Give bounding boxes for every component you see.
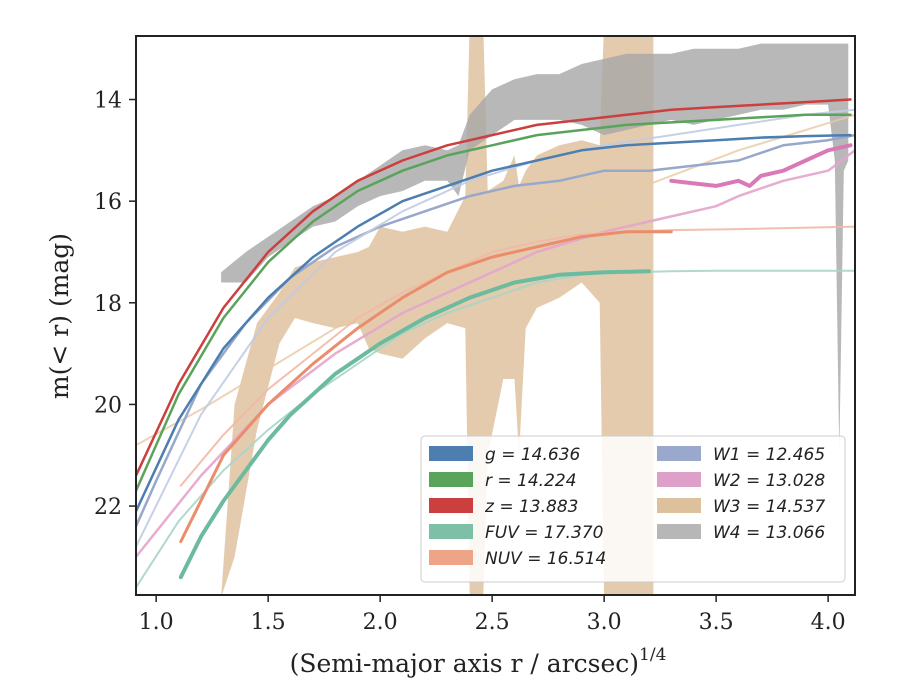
- series-line-w2-data: [669, 143, 853, 188]
- y-tick-label: 14: [94, 89, 122, 114]
- bands-layer: [221, 36, 849, 595]
- legend-label-w3: W3 = 14.537: [713, 497, 825, 517]
- x-tick-label: 2.5: [475, 610, 510, 635]
- x-axis-title: (Semi-major axis r / arcsec)1/4: [290, 645, 667, 678]
- y-axis-ticks: 14 16 18 20 22: [94, 89, 136, 520]
- legend-swatch-g: [429, 446, 473, 461]
- x-tick-label: 4.0: [811, 610, 846, 635]
- y-axis-title: m(< r) (mag): [45, 233, 74, 399]
- legend-swatch-z: [429, 498, 473, 513]
- series-line-fuv-model: [136, 269, 855, 589]
- series-line-w3: [136, 113, 855, 447]
- x-tick-label: 1.5: [251, 610, 286, 635]
- legend-label-g: g = 14.636: [485, 445, 581, 465]
- x-tick-label: 2.0: [363, 610, 398, 635]
- band-w4: [221, 43, 849, 456]
- y-tick-label: 20: [94, 393, 122, 418]
- legend-swatch-w1: [657, 446, 701, 461]
- y-tick-label: 22: [94, 495, 122, 520]
- legend-swatch-w2: [657, 472, 701, 487]
- x-axis-title-main: (Semi-major axis r / arcsec): [290, 649, 639, 678]
- legend-label-nuv: NUV = 16.514: [485, 549, 606, 569]
- legend-swatch-r: [429, 472, 473, 487]
- band-w3: [221, 36, 654, 595]
- legend-swatch-nuv: [429, 550, 473, 565]
- series-line-nuv: [179, 230, 673, 544]
- legend-swatch-fuv: [429, 524, 473, 539]
- series-line-r: [136, 113, 852, 493]
- series-line-g: [136, 133, 852, 513]
- legend-label-fuv: FUV = 17.370: [485, 523, 603, 543]
- legend-label-w1: W1 = 12.465: [713, 445, 825, 465]
- y-tick-label: 18: [94, 292, 122, 317]
- x-tick-label: 3.5: [699, 610, 734, 635]
- legend: g = 14.636 r = 14.224 z = 13.883 FUV = 17.3…: [420, 435, 846, 583]
- series-line-w1-model: [136, 108, 855, 548]
- series-line-fuv: [178, 269, 651, 580]
- legend-frame: [420, 435, 846, 583]
- legend-label-r: r = 14.224: [485, 471, 577, 491]
- y-tick-label: 16: [94, 190, 122, 215]
- plot-frame: [135, 35, 856, 596]
- series-layer: [136, 98, 855, 589]
- legend-label-w2: W2 = 13.028: [713, 471, 825, 491]
- legend-label-w4: W4 = 13.066: [713, 523, 825, 543]
- series-line-z: [136, 98, 852, 477]
- legend-swatch-w4: [657, 524, 701, 539]
- x-axis-ticks: 1.0 1.5 2.0 2.5 3.0 3.5 4.0: [139, 595, 846, 635]
- legend-label-z: z = 13.883: [484, 497, 578, 517]
- x-tick-label: 1.0: [139, 610, 174, 635]
- x-tick-label: 3.0: [587, 610, 622, 635]
- x-axis-title-sup: 1/4: [639, 645, 666, 665]
- legend-swatch-w3: [657, 498, 701, 513]
